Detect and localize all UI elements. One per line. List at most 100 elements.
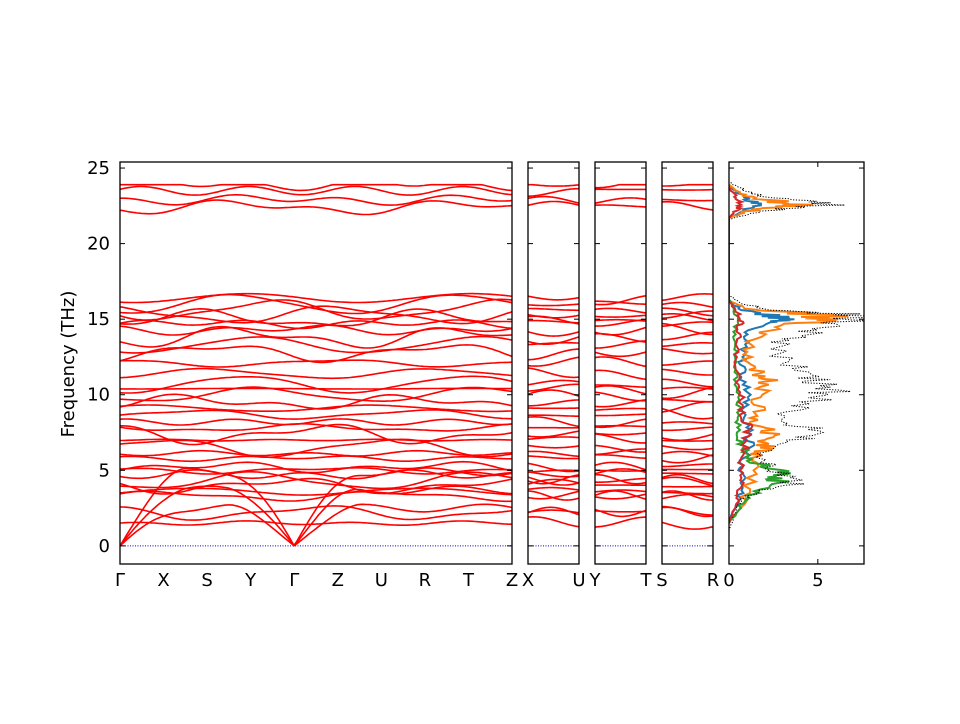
k-point-label: S xyxy=(656,570,667,591)
dos-panel xyxy=(729,182,885,531)
k-point-label: Γ xyxy=(289,570,299,591)
band-branch xyxy=(662,402,713,412)
band-branch xyxy=(528,446,579,448)
dos-x-tick-label: 0 xyxy=(723,570,734,591)
y-axis-label: Frequency (THz) xyxy=(58,291,79,438)
band-branch xyxy=(662,427,713,430)
band-branch xyxy=(528,315,579,318)
band-branch xyxy=(595,341,646,348)
k-point-label: Z xyxy=(332,570,344,591)
band-panel-frame xyxy=(595,162,646,564)
k-point-label: T xyxy=(640,570,653,591)
band-branch xyxy=(528,431,579,437)
band-branch xyxy=(662,422,713,424)
band-panel-3 xyxy=(595,185,646,546)
band-branch xyxy=(595,185,646,188)
band-branch xyxy=(595,517,646,527)
band-branch xyxy=(595,494,646,499)
y-tick-label: 0 xyxy=(99,536,110,557)
band-branch xyxy=(595,308,646,313)
band-branch xyxy=(595,315,646,317)
band-branch xyxy=(120,200,512,214)
band-branch xyxy=(528,304,579,306)
k-point-label: X xyxy=(522,570,534,591)
band-branch xyxy=(528,332,579,336)
band-branch xyxy=(595,352,646,356)
band-branch xyxy=(595,455,646,459)
band-branch xyxy=(662,492,713,493)
band-branch xyxy=(595,327,646,334)
band-branch xyxy=(528,296,579,300)
band-branch xyxy=(120,327,512,348)
y-tick-label: 10 xyxy=(87,385,110,406)
band-branch xyxy=(120,337,512,353)
band-branch xyxy=(120,410,512,419)
band-branch xyxy=(528,202,579,206)
band-branch xyxy=(662,185,713,186)
band-branch xyxy=(662,434,713,440)
band-branch xyxy=(662,379,713,387)
band-branch xyxy=(120,456,512,461)
band-branch xyxy=(528,510,579,513)
band-branch xyxy=(528,309,579,311)
y-tick-label: 25 xyxy=(87,158,110,179)
band-branch xyxy=(595,433,646,435)
band-branch xyxy=(528,400,579,406)
band-branch xyxy=(662,369,713,375)
band-branch xyxy=(528,517,579,527)
y-tick-label: 15 xyxy=(87,309,110,330)
band-panel-2 xyxy=(528,185,579,546)
band-branch xyxy=(120,376,512,393)
band-branch xyxy=(595,470,646,471)
band-branch xyxy=(662,294,713,301)
band-branch xyxy=(662,495,713,499)
band-branch xyxy=(120,360,512,367)
k-point-label: R xyxy=(707,570,720,591)
band-branch xyxy=(662,343,713,347)
k-point-label: Y xyxy=(244,570,257,591)
band-branch xyxy=(120,320,512,329)
band-branch xyxy=(595,198,646,203)
y-tick-label: 5 xyxy=(99,460,110,481)
band-branch xyxy=(528,472,579,477)
band-branch xyxy=(662,473,713,474)
band-panel-4 xyxy=(662,185,713,546)
band-branch xyxy=(662,506,713,515)
k-point-label: X xyxy=(157,570,169,591)
band-branch xyxy=(120,425,512,445)
band-branch xyxy=(662,303,713,308)
band-branch xyxy=(662,202,713,210)
band-branch xyxy=(662,452,713,457)
band-panel-1 xyxy=(120,185,512,546)
band-branch xyxy=(120,295,512,314)
band-branch xyxy=(528,417,579,427)
band-branch xyxy=(595,414,646,415)
band-branch xyxy=(528,451,579,456)
dos-x-tick-label: 5 xyxy=(812,570,823,591)
band-branch xyxy=(662,455,713,463)
k-point-label: U xyxy=(572,570,585,591)
k-point-label: S xyxy=(201,570,212,591)
band-branch xyxy=(595,511,646,512)
band-branch xyxy=(528,368,579,377)
band-branch xyxy=(528,189,579,197)
band-branch xyxy=(662,400,713,402)
band-branch xyxy=(662,361,713,365)
band-branch xyxy=(595,408,646,410)
band-branch xyxy=(662,464,713,467)
band-branch xyxy=(662,387,713,389)
k-point-label: Γ xyxy=(115,570,125,591)
band-branch xyxy=(662,349,713,354)
band-branch xyxy=(595,205,646,207)
k-point-label: R xyxy=(419,570,432,591)
dos-curves-layer xyxy=(729,182,885,531)
k-point-label: U xyxy=(375,570,388,591)
band-branch xyxy=(662,522,713,529)
band-branch xyxy=(595,370,646,379)
band-branch xyxy=(120,521,512,525)
k-point-label: Y xyxy=(589,570,602,591)
band-branch xyxy=(528,185,579,186)
